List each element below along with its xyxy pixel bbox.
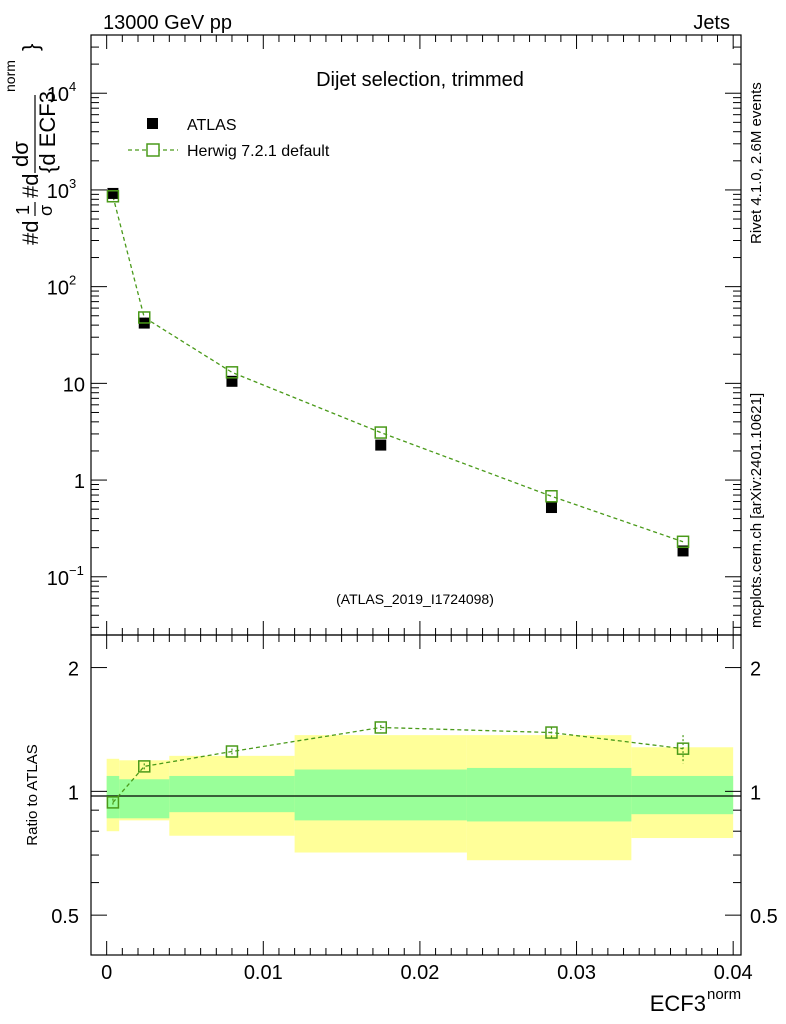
ratio-band-inner — [294, 769, 467, 821]
upper-y-axis-label: #d 1 σ #d dσ {d ECF3 norm } — [2, 44, 60, 245]
svg-text:10: 10 — [47, 568, 69, 590]
ratio-uncertainty-bands — [106, 735, 734, 861]
x-tick-label: 0 — [101, 962, 112, 984]
svg-text:ECF3: ECF3 — [650, 991, 706, 1016]
ratio-band-inner — [631, 775, 734, 815]
svg-text:10: 10 — [47, 84, 69, 106]
y-tick-label: 1 — [68, 782, 79, 804]
x-tick-label: 0.04 — [714, 962, 753, 984]
lower-y-axis-label: Ratio to ATLAS — [24, 744, 41, 845]
atlas-point — [226, 375, 238, 387]
svg-text:10: 10 — [47, 278, 69, 300]
svg-text:−1: −1 — [69, 563, 84, 578]
herwig-point — [374, 426, 388, 439]
y-tick-label: 0.5 — [51, 906, 79, 928]
legend-atlas-label: ATLAS — [187, 117, 237, 134]
ratio-point — [138, 760, 151, 773]
analysis-tag: (ATLAS_2019_I1724098) — [336, 591, 494, 607]
svg-text:σ: σ — [36, 205, 56, 216]
atlas-point — [107, 187, 119, 199]
mcplots-label: mcplots.cern.ch [arXiv:2401.10621] — [748, 393, 765, 628]
x-tick-label: 0.03 — [557, 962, 596, 984]
herwig-point — [545, 490, 558, 503]
ratio-point — [545, 726, 558, 739]
svg-text:#d: #d — [18, 174, 43, 198]
x-tick-label: 0.01 — [244, 962, 283, 984]
svg-text:norm: norm — [707, 986, 741, 1003]
plot-title: Dijet selection, trimmed — [316, 69, 524, 91]
ratio-band-inner — [169, 775, 295, 813]
y-tick-label: 10 −1 — [47, 563, 84, 590]
svg-text:}: } — [18, 44, 43, 51]
legend-herwig-marker — [146, 143, 160, 157]
svg-text:{d ECF3: {d ECF3 — [35, 91, 60, 173]
ratio-band-inner — [466, 767, 632, 822]
x-tick-label: 0.02 — [400, 962, 439, 984]
legend-herwig-label: Herwig 7.2.1 default — [187, 143, 330, 160]
y-tick-label: 10 4 — [47, 79, 76, 106]
process-label: Jets — [693, 12, 730, 34]
svg-text:1: 1 — [74, 471, 85, 493]
lower-y-tick-labels: 2 1 0.5 2 1 0.5 — [51, 659, 778, 929]
ratio-line — [112, 726, 684, 803]
legend-atlas-marker — [147, 118, 158, 129]
energy-label: 13000 GeV pp — [103, 12, 232, 34]
atlas-point — [545, 502, 557, 514]
svg-text:norm: norm — [2, 60, 18, 92]
herwig-line — [112, 196, 684, 543]
ratio-band-inner — [119, 779, 170, 819]
svg-text:dσ: dσ — [8, 141, 33, 167]
svg-text:10: 10 — [47, 181, 69, 203]
herwig-point — [138, 311, 151, 324]
y-tick-label: 2 — [68, 659, 79, 681]
atlas-point — [677, 545, 689, 557]
svg-text:2: 2 — [69, 273, 76, 288]
y-tick-label-right: 0.5 — [750, 906, 778, 928]
x-tick-labels: 0 0.01 0.02 0.03 0.04 — [101, 962, 753, 984]
ratio-series — [106, 721, 690, 809]
herwig-point — [225, 366, 239, 379]
svg-text:10: 10 — [63, 374, 85, 396]
rivet-version-label: Rivet 4.1.0, 2.6M events — [748, 82, 765, 244]
y-tick-label-right: 2 — [750, 659, 761, 681]
y-tick-label: 10 — [63, 374, 85, 396]
svg-text:3: 3 — [69, 176, 76, 191]
herwig-point — [676, 535, 690, 549]
legend: ATLAS Herwig 7.2.1 default — [128, 117, 330, 160]
herwig-point — [106, 190, 120, 203]
lower-ticks — [91, 635, 741, 955]
x-axis-label: ECF3 norm — [650, 986, 741, 1016]
ratio-point — [676, 742, 690, 755]
upper-ticks — [91, 34, 741, 635]
ratio-point — [374, 721, 388, 734]
svg-text:#d: #d — [18, 221, 43, 245]
atlas-point — [375, 439, 387, 451]
ratio-point — [106, 796, 120, 809]
y-tick-label: 10 2 — [47, 273, 76, 300]
y-tick-label: 10 3 — [47, 176, 76, 203]
y-tick-label: 1 — [74, 471, 85, 493]
upper-series — [106, 187, 690, 557]
y-tick-label-right: 1 — [750, 782, 761, 804]
svg-text:4: 4 — [69, 79, 76, 94]
svg-text:1: 1 — [13, 205, 33, 215]
lower-panel-frame — [90, 634, 742, 956]
ratio-point — [225, 745, 239, 758]
